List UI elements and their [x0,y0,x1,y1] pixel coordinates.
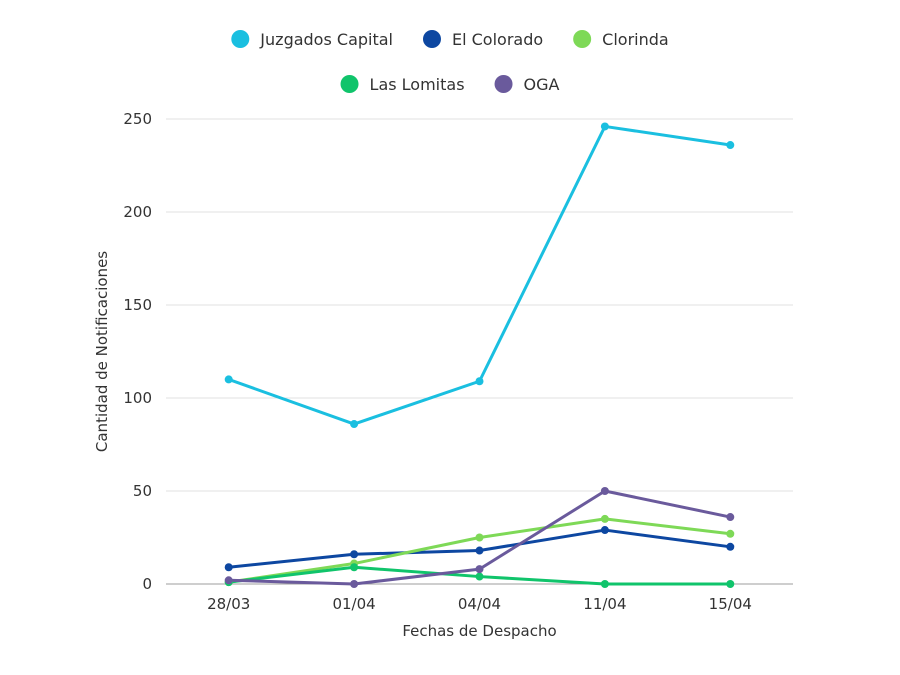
y-tick-label: 150 [123,296,152,314]
legend-label: El Colorado [452,30,543,49]
data-point[interactable] [726,580,735,588]
data-point[interactable] [726,529,735,538]
y-tick-label: 50 [133,482,152,500]
data-point[interactable] [475,572,484,581]
legend-item[interactable]: Clorinda [573,30,669,49]
data-point[interactable] [475,533,484,542]
legend-item[interactable]: Juzgados Capital [231,30,393,49]
data-point[interactable] [726,542,735,551]
x-tick-labels: 28/03 01/04 04/04 11/04 15/04 [207,595,752,613]
data-point[interactable] [600,122,609,131]
data-point[interactable] [600,514,609,523]
legend-marker-icon [231,30,250,48]
data-point[interactable] [350,580,359,588]
legend-marker-icon [573,30,592,48]
x-tick-label: 28/03 [207,595,250,613]
y-tick-label: 0 [142,575,152,593]
y-axis-title: Cantidad de Notificaciones [93,251,111,452]
data-point[interactable] [350,420,359,429]
y-tick-label: 200 [123,203,152,221]
data-point[interactable] [350,563,359,572]
data-point[interactable] [475,377,484,386]
legend-marker-icon [494,75,513,93]
x-axis-title: Fechas de Despacho [402,622,556,640]
x-tick-label: 15/04 [709,595,752,613]
y-tick-label: 250 [123,110,152,128]
series-points [224,122,735,588]
legend-item[interactable]: Las Lomitas [340,75,465,94]
y-tick-label: 100 [123,389,152,407]
data-point[interactable] [224,563,233,572]
data-point[interactable] [600,526,609,535]
data-point[interactable] [600,487,609,495]
legend-label: Las Lomitas [370,75,465,94]
legend-marker-icon [340,75,359,93]
series-lines [227,124,732,586]
data-point[interactable] [600,580,609,588]
legend-label: OGA [524,75,560,94]
y-tick-labels: 0 50 100 150 200 250 [123,110,152,593]
data-point[interactable] [350,550,359,559]
grid-lines [166,118,793,585]
x-tick-label: 04/04 [458,595,501,613]
data-point[interactable] [475,546,484,555]
legend-label: Clorinda [602,30,669,49]
legend-item[interactable]: El Colorado [422,30,543,49]
data-point[interactable] [224,576,233,585]
legend-label: Juzgados Capital [259,30,393,49]
data-point[interactable] [475,565,484,574]
x-tick-label: 01/04 [332,595,375,613]
x-tick-label: 11/04 [583,595,626,613]
legend-item[interactable]: OGA [494,75,560,94]
data-point[interactable] [224,375,233,384]
data-point[interactable] [726,141,735,150]
legend-marker-icon [422,30,441,48]
data-point[interactable] [726,513,735,522]
legend: Juzgados Capital El Colorado Clorinda Las L… [231,30,669,94]
